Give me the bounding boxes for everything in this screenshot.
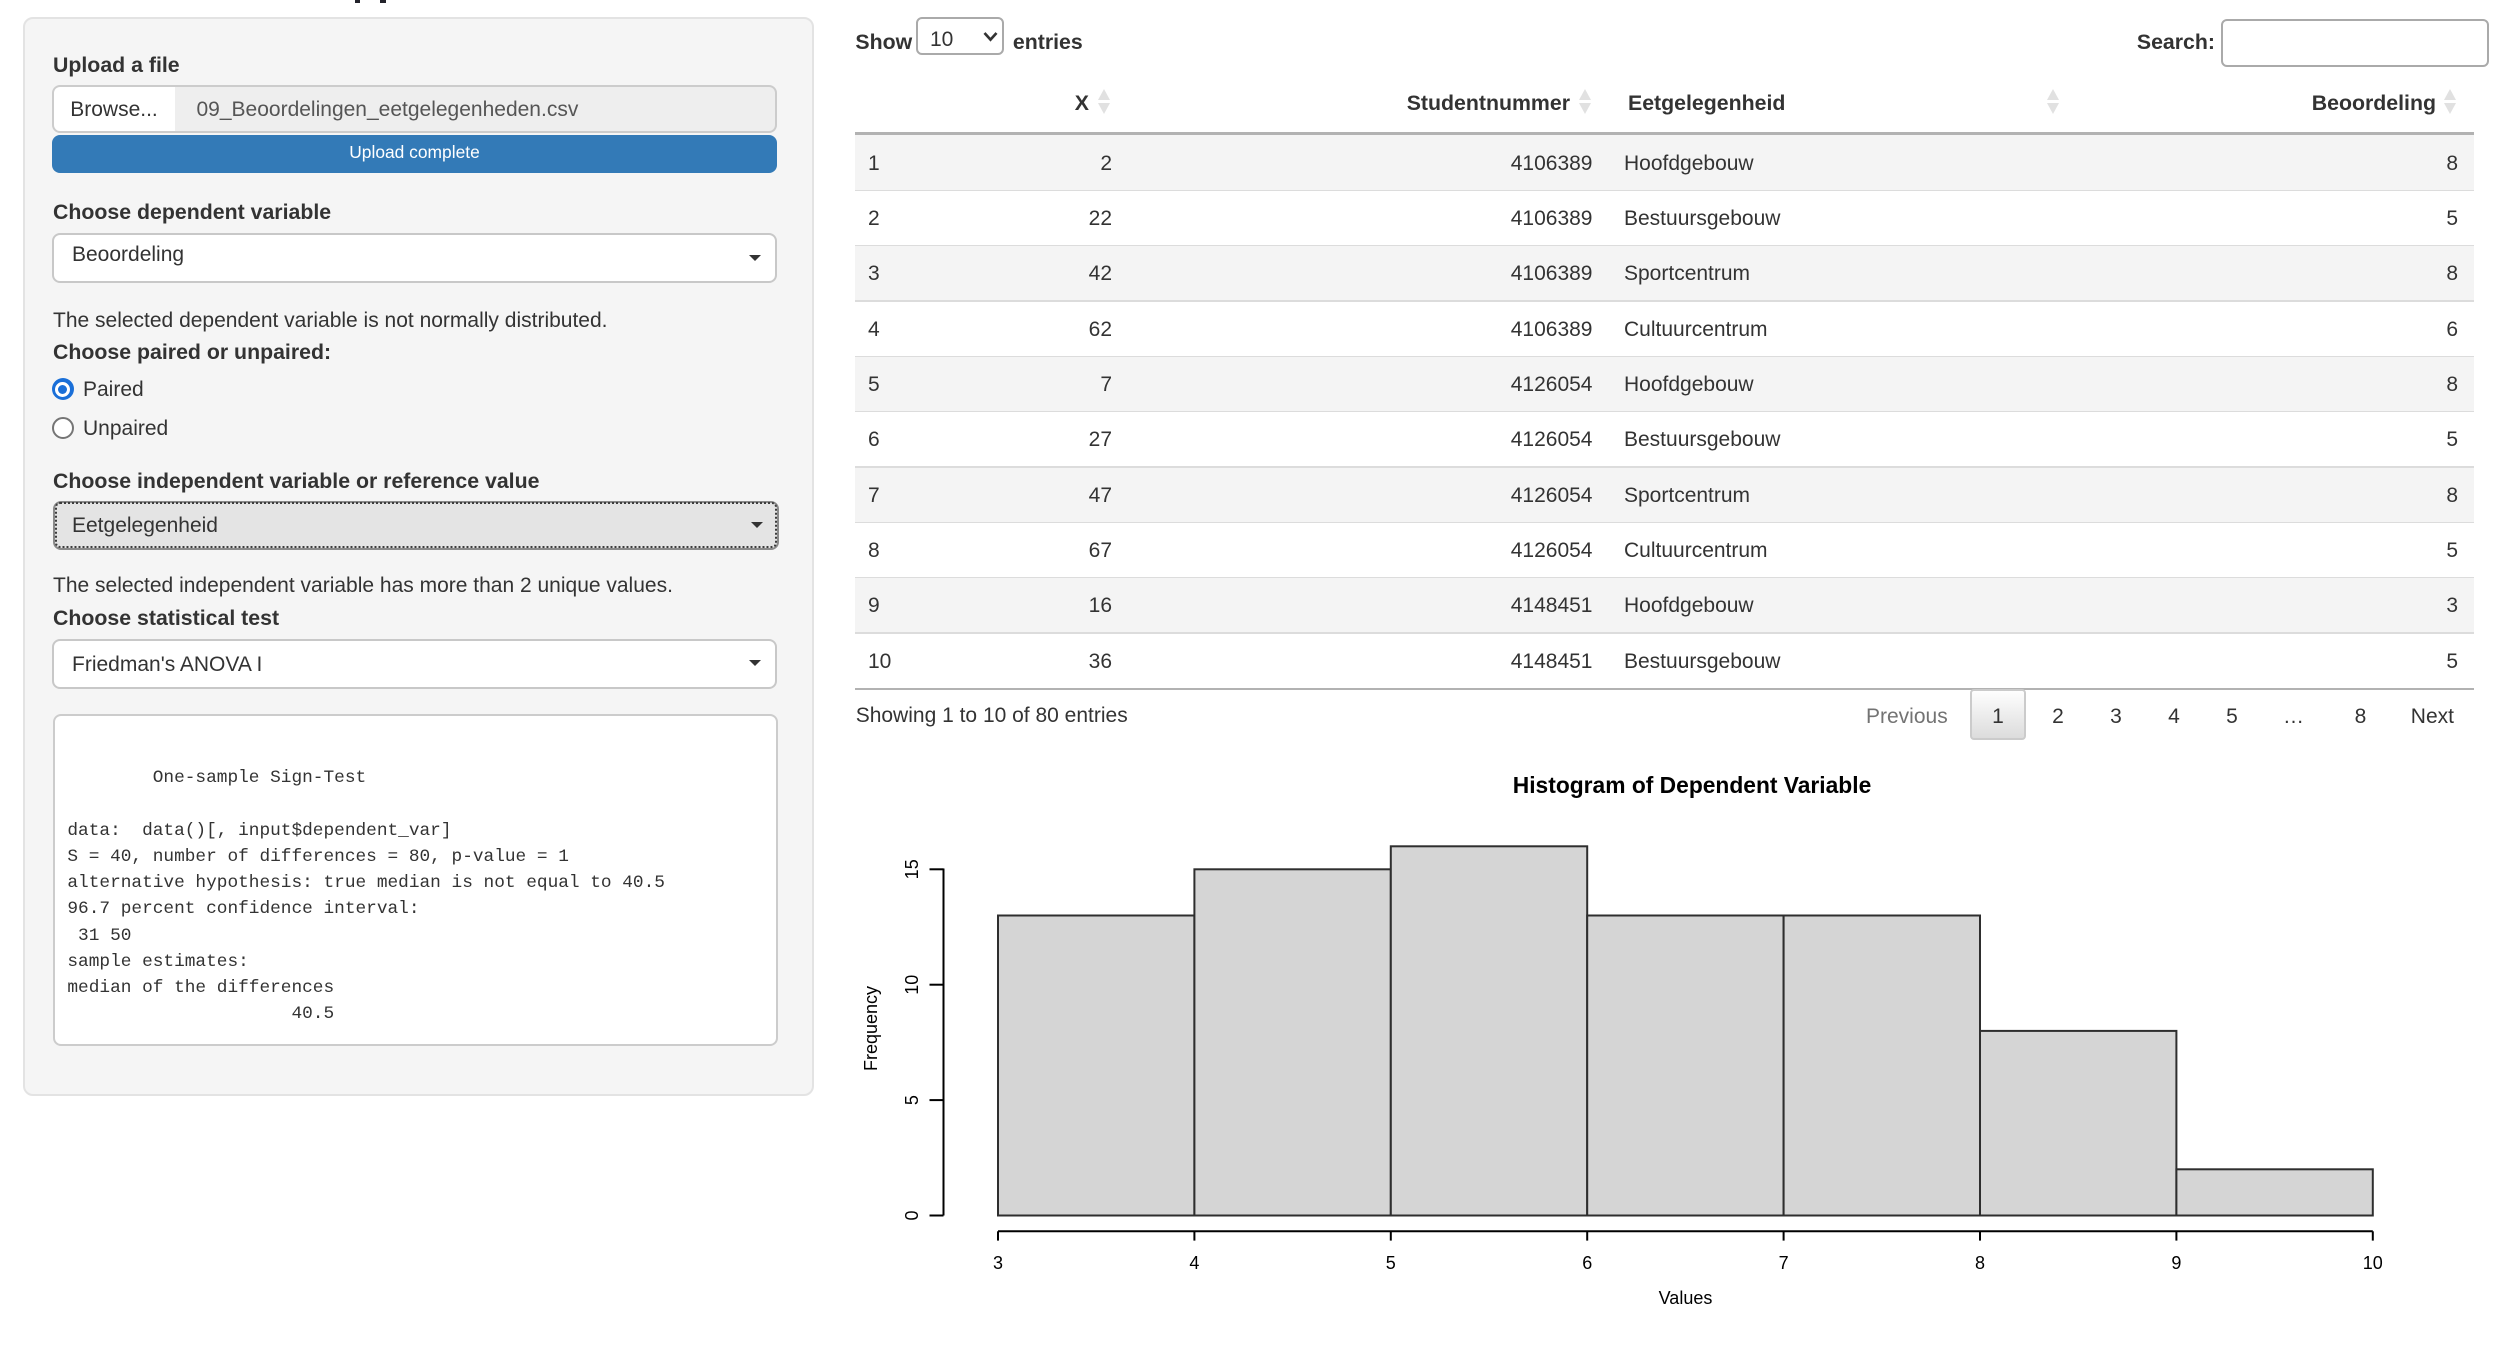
svg-text:0: 0	[902, 1210, 922, 1220]
svg-text:4: 4	[1189, 1253, 1199, 1273]
svg-text:10: 10	[902, 975, 922, 995]
svg-text:Frequency: Frequency	[861, 986, 881, 1071]
svg-text:3: 3	[993, 1253, 1003, 1273]
svg-text:9: 9	[2171, 1253, 2181, 1273]
svg-text:5: 5	[902, 1095, 922, 1105]
svg-text:15: 15	[902, 859, 922, 879]
svg-text:8: 8	[1975, 1253, 1985, 1273]
svg-text:Values: Values	[1659, 1288, 1713, 1308]
svg-text:5: 5	[1386, 1253, 1396, 1273]
svg-text:10: 10	[2363, 1253, 2383, 1273]
svg-text:7: 7	[1779, 1253, 1789, 1273]
svg-text:Histogram of Dependent Variabl: Histogram of Dependent Variable	[1513, 772, 1872, 798]
svg-text:6: 6	[1582, 1253, 1592, 1273]
